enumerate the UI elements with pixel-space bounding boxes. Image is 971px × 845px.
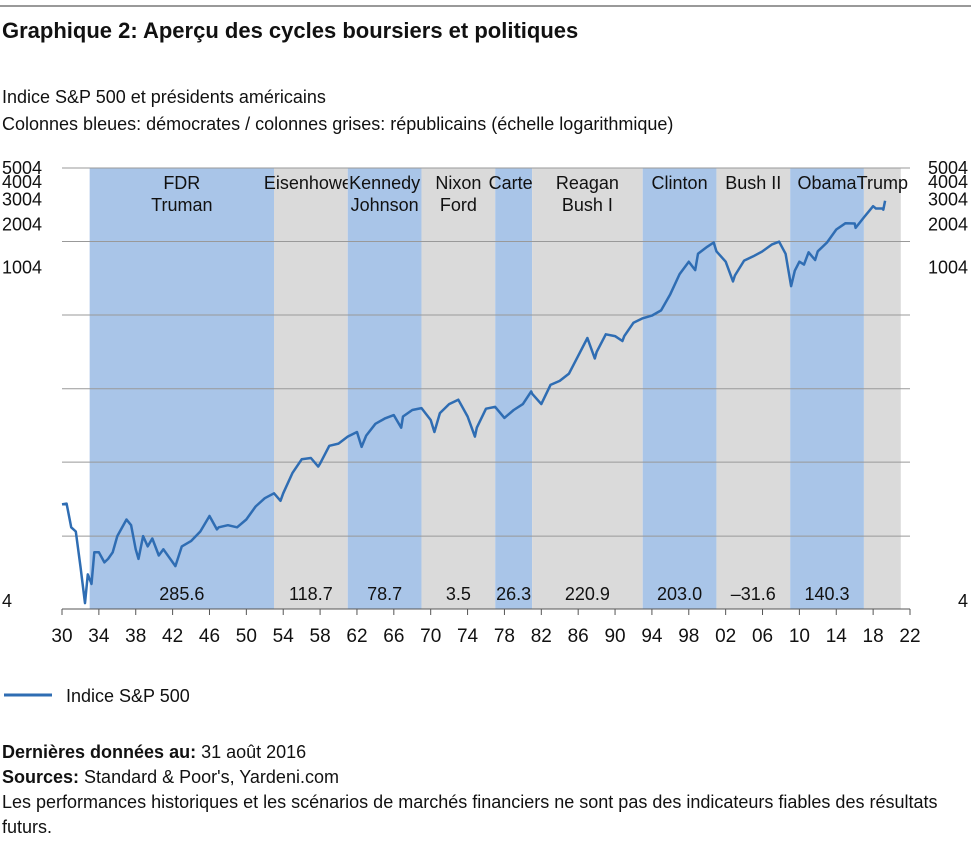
footer-label: Dernières données au: — [2, 742, 197, 762]
x-tick-label: 10 — [789, 626, 810, 647]
footer: Dernières données au: 31 août 2016 Source… — [2, 740, 964, 840]
y-tick-label: 3004 — [2, 190, 42, 210]
x-tick-label: 38 — [125, 626, 146, 647]
series-line — [61, 200, 887, 605]
x-tick-label: 86 — [568, 626, 589, 647]
period-value: 118.7 — [289, 584, 333, 604]
x-tick-label: 34 — [88, 626, 110, 647]
period-name: FDR — [163, 173, 200, 193]
y-tick-label: 5004 — [2, 158, 42, 178]
period-name: Johnson — [351, 195, 419, 215]
x-tick-label: 14 — [826, 626, 848, 647]
x-tick-label: 62 — [346, 626, 367, 647]
period-name: Obama — [798, 173, 858, 193]
y2-tick-label: 1004 — [928, 257, 968, 277]
x-tick-label: 78 — [494, 626, 515, 647]
period-name: Kennedy — [349, 173, 420, 193]
x-tick-label: 30 — [51, 626, 72, 647]
x-tick-label: 70 — [420, 626, 441, 647]
x-tick-label: 58 — [310, 626, 331, 647]
footer-text: Les performances historiques et les scén… — [2, 792, 938, 837]
period-value: 26.3 — [496, 584, 531, 604]
period-name: Carter — [489, 173, 539, 193]
footer-label: Sources: — [2, 767, 80, 787]
x-tick-label: 50 — [236, 626, 257, 647]
chart-title: Graphique 2: Aperçu des cycles boursiers… — [2, 18, 578, 43]
legend-label: Indice S&P 500 — [66, 686, 190, 706]
x-tick-label: 18 — [863, 626, 884, 647]
period-name: Bush I — [562, 195, 613, 215]
period-value: 203.0 — [657, 584, 702, 604]
period-name: Clinton — [652, 173, 708, 193]
y2-tick-label: 2004 — [928, 215, 968, 235]
x-tick-label: 42 — [162, 626, 183, 647]
period-value: 220.9 — [565, 584, 610, 604]
x-tick-label: 98 — [678, 626, 699, 647]
x-tick-label: 06 — [752, 626, 773, 647]
footer-line: Les performances historiques et les scén… — [2, 790, 964, 840]
y-tick-label: 2004 — [2, 215, 42, 235]
period-name: Nixon — [435, 173, 481, 193]
footer-line: Dernières données au: 31 août 2016 — [2, 740, 964, 765]
period-value: –31.6 — [731, 584, 776, 604]
period-value: 78.7 — [367, 584, 402, 604]
period-value: 285.6 — [159, 584, 204, 604]
x-tick-label: 94 — [641, 626, 663, 647]
y-tick-label: 4 — [2, 591, 12, 611]
period-name: Bush II — [725, 173, 781, 193]
y2-tick-label: 3004 — [928, 190, 968, 210]
x-tick-label: 22 — [899, 626, 920, 647]
footer-text: Standard & Poor's, Yardeni.com — [84, 767, 339, 787]
x-tick-label: 90 — [604, 626, 625, 647]
period-name: Eisenhower — [264, 173, 358, 193]
period-value: 3.5 — [446, 584, 471, 604]
y2-tick-label: 4004 — [928, 172, 968, 192]
y2-tick-label: 5004 — [928, 158, 968, 178]
y-tick-label: 4004 — [2, 172, 42, 192]
x-tick-label: 46 — [199, 626, 220, 647]
period-name: Trump — [857, 173, 908, 193]
period-name: Truman — [151, 195, 212, 215]
x-tick-label: 74 — [457, 626, 479, 647]
period-name: Reagan — [556, 173, 619, 193]
x-tick-label: 82 — [531, 626, 552, 647]
x-tick-label: 02 — [715, 626, 736, 647]
subtitle: Indice S&P 500 et présidents américains — [2, 87, 326, 107]
footer-text: 31 août 2016 — [201, 742, 307, 762]
period-value: 140.3 — [805, 584, 850, 604]
footer-line: Sources: Standard & Poor's, Yardeni.com — [2, 765, 964, 790]
y2-tick-label: 4 — [958, 591, 968, 611]
chart: Graphique 2: Aperçu des cycles boursiers… — [0, 5, 971, 706]
x-tick-label: 66 — [383, 626, 404, 647]
y-tick-label: 1004 — [2, 257, 42, 277]
period-name: Ford — [440, 195, 477, 215]
subtitle: Colonnes bleues: démocrates / colonnes g… — [2, 114, 673, 134]
x-tick-label: 54 — [273, 626, 295, 647]
